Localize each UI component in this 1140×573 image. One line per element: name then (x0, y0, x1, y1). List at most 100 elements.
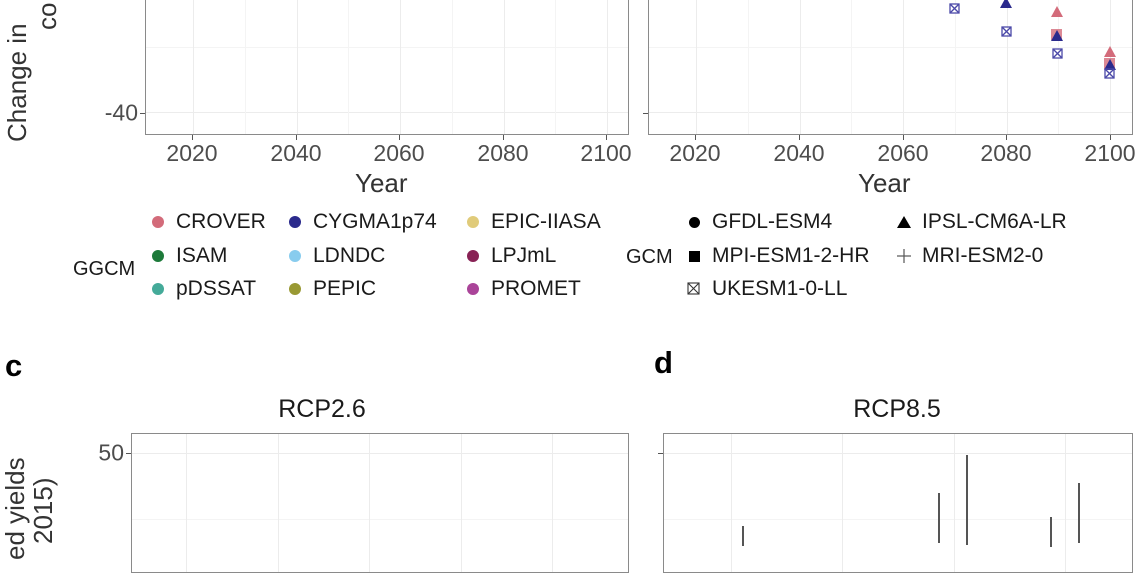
y-tick-label: 50 (98, 439, 124, 466)
triangle-marker (1104, 46, 1116, 57)
panel-title-rcp26: RCP2.6 (278, 395, 366, 423)
legend-item-crover: CROVER (150, 210, 266, 234)
boxed-x-marker (949, 3, 960, 14)
circle-icon (289, 250, 301, 262)
panel-title-rcp85: RCP8.5 (853, 395, 941, 423)
gridline (954, 434, 955, 572)
bar-segment (938, 493, 940, 543)
circle-icon (289, 283, 301, 295)
legend-item-ldndc: LDNDC (287, 244, 385, 268)
gridline (664, 453, 1132, 454)
gridline (400, 0, 401, 134)
triangle-marker (1104, 59, 1116, 70)
legend-item-isam: ISAM (150, 244, 227, 268)
y-tick-mark (140, 113, 145, 114)
gridline (186, 434, 187, 572)
top-left-plot-panel (145, 0, 629, 135)
circle-icon (467, 216, 479, 228)
bottom-y-axis-title-line2: 2015) (28, 477, 58, 545)
x-tick-label: 2080 (477, 140, 529, 166)
x-tick-mark (399, 135, 400, 140)
triangle-marker (1051, 30, 1063, 41)
gridline (731, 434, 732, 572)
x-axis-title: Year (858, 168, 911, 198)
panel-d-plot (663, 433, 1133, 573)
bar-segment (966, 455, 968, 545)
circle-icon (152, 216, 164, 228)
x-tick-label: 2100 (580, 140, 632, 166)
gridline (903, 0, 904, 134)
gridline (369, 434, 370, 572)
x-tick-label: 2060 (877, 140, 929, 166)
y-tick-mark (658, 453, 663, 454)
gridline (504, 0, 505, 134)
triangle-marker (1051, 6, 1063, 17)
gridline (1058, 0, 1059, 134)
x-tick-label: 2040 (773, 140, 825, 166)
square-icon (688, 250, 700, 262)
bar-segment (742, 526, 744, 546)
boxed-x-marker (1052, 48, 1063, 59)
x-tick-mark (799, 135, 800, 140)
y-tick-mark (126, 453, 131, 454)
gridline (132, 453, 628, 454)
legend-item-pepic: PEPIC (287, 277, 376, 301)
legend-item-mri: MRI-ESM2-0 (896, 244, 1043, 268)
legend-item-epic-iiasa: EPIC-IIASA (465, 210, 601, 234)
triangle-icon (897, 216, 911, 228)
bar-segment (1078, 483, 1080, 543)
x-tick-mark (1110, 135, 1111, 140)
x-tick-mark (192, 135, 193, 140)
gridline (696, 0, 697, 134)
gridline (461, 434, 462, 572)
panel-letter-c: c (5, 348, 23, 383)
gridline (278, 434, 279, 572)
legend-item-lpjml: LPJmL (465, 244, 556, 268)
circle-icon (467, 283, 479, 295)
bar-segment (1050, 517, 1052, 547)
circle-icon (289, 216, 301, 228)
x-tick-mark (695, 135, 696, 140)
gridline (955, 0, 956, 134)
gcm-legend-title: GCM (626, 246, 673, 268)
legend-item-gfdl: GFDL-ESM4 (686, 210, 832, 234)
gridline (800, 0, 801, 134)
panel-c-plot (131, 433, 629, 573)
gridline (245, 0, 246, 134)
gridline (132, 519, 628, 520)
circle-icon (152, 250, 164, 262)
circle-icon (688, 216, 700, 228)
legend-item-mpi: MPI-ESM1-2-HR (686, 244, 870, 268)
boxed-x-marker (1001, 26, 1012, 37)
plus-icon (897, 249, 911, 263)
gridline (607, 0, 608, 134)
gridline (649, 47, 1132, 48)
gridline (146, 47, 628, 48)
gridline (851, 0, 852, 134)
x-tick-mark (296, 135, 297, 140)
gridline (297, 0, 298, 134)
scatter-points-layer (949, 0, 1116, 79)
x-tick-mark (1006, 135, 1007, 140)
x-axis-title: Year (355, 168, 408, 198)
legend-item-cygma: CYGMA1p74 (287, 210, 437, 234)
legend-item-promet: PROMET (465, 277, 581, 301)
legend-item-pdssat: pDSSAT (150, 277, 256, 301)
gridline (348, 0, 349, 134)
x-tick-label: 2080 (980, 140, 1032, 166)
gridline (146, 112, 628, 113)
bottom-y-axis-title: ed yields (0, 457, 30, 560)
gridline (1065, 434, 1066, 572)
circle-icon (152, 283, 164, 295)
x-tick-label: 2060 (373, 140, 425, 166)
gridline (842, 434, 843, 572)
x-tick-mark (903, 135, 904, 140)
x-tick-label: 2020 (669, 140, 721, 166)
y-tick-mark (643, 113, 648, 114)
boxed-x-marker (1104, 68, 1115, 79)
gridline (1007, 0, 1008, 134)
ggcm-legend-title: GGCM (73, 258, 136, 280)
boxed-x-icon (687, 282, 700, 295)
circle-icon (467, 250, 479, 262)
x-tick-mark (503, 135, 504, 140)
